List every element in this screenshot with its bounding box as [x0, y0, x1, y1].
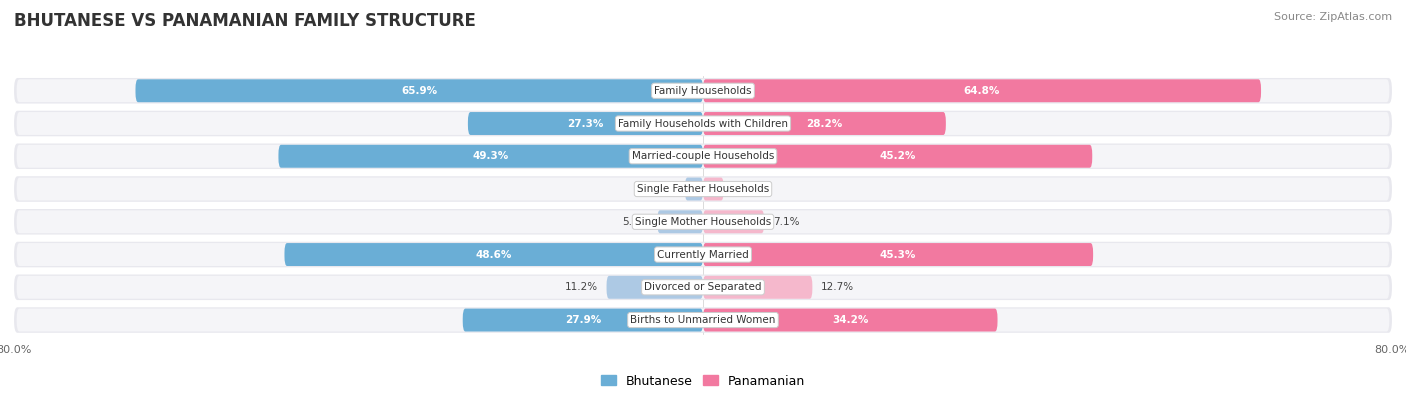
FancyBboxPatch shape: [14, 242, 1392, 267]
Text: 12.7%: 12.7%: [821, 282, 853, 292]
Text: 65.9%: 65.9%: [401, 86, 437, 96]
FancyBboxPatch shape: [703, 243, 1092, 266]
Text: 45.3%: 45.3%: [880, 250, 917, 260]
Text: Source: ZipAtlas.com: Source: ZipAtlas.com: [1274, 12, 1392, 22]
Text: Divorced or Separated: Divorced or Separated: [644, 282, 762, 292]
FancyBboxPatch shape: [14, 209, 1392, 235]
FancyBboxPatch shape: [17, 79, 1389, 102]
Text: 49.3%: 49.3%: [472, 151, 509, 161]
FancyBboxPatch shape: [468, 112, 703, 135]
Text: 27.3%: 27.3%: [567, 118, 603, 128]
Text: 64.8%: 64.8%: [965, 86, 1000, 96]
FancyBboxPatch shape: [17, 210, 1389, 233]
Text: 2.4%: 2.4%: [733, 184, 759, 194]
Text: Family Households: Family Households: [654, 86, 752, 96]
Text: Single Mother Households: Single Mother Households: [636, 217, 770, 227]
FancyBboxPatch shape: [703, 112, 946, 135]
FancyBboxPatch shape: [703, 145, 1092, 168]
Text: 2.1%: 2.1%: [650, 184, 676, 194]
FancyBboxPatch shape: [703, 178, 724, 201]
FancyBboxPatch shape: [17, 276, 1389, 299]
FancyBboxPatch shape: [278, 145, 703, 168]
FancyBboxPatch shape: [703, 276, 813, 299]
Text: 11.2%: 11.2%: [565, 282, 598, 292]
Text: 7.1%: 7.1%: [773, 217, 799, 227]
FancyBboxPatch shape: [14, 111, 1392, 136]
Text: Currently Married: Currently Married: [657, 250, 749, 260]
FancyBboxPatch shape: [703, 79, 1261, 102]
FancyBboxPatch shape: [135, 79, 703, 102]
FancyBboxPatch shape: [658, 210, 703, 233]
Text: Married-couple Households: Married-couple Households: [631, 151, 775, 161]
Text: Births to Unmarried Women: Births to Unmarried Women: [630, 315, 776, 325]
FancyBboxPatch shape: [606, 276, 703, 299]
FancyBboxPatch shape: [14, 78, 1392, 103]
FancyBboxPatch shape: [284, 243, 703, 266]
FancyBboxPatch shape: [17, 145, 1389, 168]
FancyBboxPatch shape: [703, 308, 997, 331]
Text: Family Households with Children: Family Households with Children: [619, 118, 787, 128]
Text: 27.9%: 27.9%: [565, 315, 600, 325]
Text: 34.2%: 34.2%: [832, 315, 869, 325]
FancyBboxPatch shape: [14, 143, 1392, 169]
FancyBboxPatch shape: [14, 275, 1392, 300]
FancyBboxPatch shape: [17, 112, 1389, 135]
FancyBboxPatch shape: [14, 176, 1392, 202]
Text: 5.3%: 5.3%: [623, 217, 648, 227]
FancyBboxPatch shape: [17, 308, 1389, 331]
Text: 45.2%: 45.2%: [879, 151, 915, 161]
Text: Single Father Households: Single Father Households: [637, 184, 769, 194]
FancyBboxPatch shape: [463, 308, 703, 331]
FancyBboxPatch shape: [17, 243, 1389, 266]
FancyBboxPatch shape: [17, 178, 1389, 201]
Legend: Bhutanese, Panamanian: Bhutanese, Panamanian: [596, 370, 810, 393]
FancyBboxPatch shape: [14, 307, 1392, 333]
Text: 28.2%: 28.2%: [806, 118, 842, 128]
Text: BHUTANESE VS PANAMANIAN FAMILY STRUCTURE: BHUTANESE VS PANAMANIAN FAMILY STRUCTURE: [14, 12, 477, 30]
FancyBboxPatch shape: [685, 178, 703, 201]
Text: 48.6%: 48.6%: [475, 250, 512, 260]
FancyBboxPatch shape: [703, 210, 763, 233]
